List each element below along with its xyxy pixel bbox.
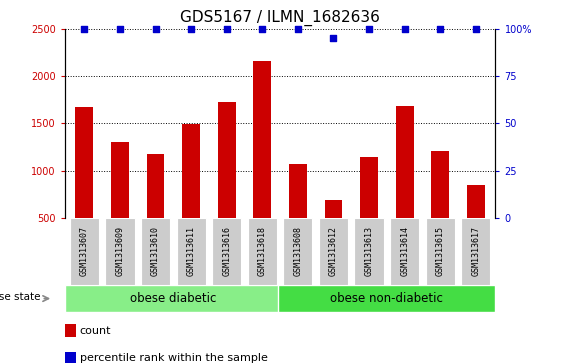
Bar — [75, 107, 93, 265]
Point — [365, 26, 374, 32]
Point — [329, 36, 338, 41]
Text: GSM1313607: GSM1313607 — [80, 227, 89, 276]
Bar — [325, 200, 342, 265]
Point — [151, 26, 160, 32]
Point — [400, 26, 409, 32]
Text: GSM1313608: GSM1313608 — [293, 227, 302, 276]
Bar — [141, 218, 170, 285]
Bar — [355, 218, 383, 285]
Bar — [70, 218, 99, 285]
Bar — [278, 285, 495, 312]
Text: disease state: disease state — [0, 292, 40, 302]
Text: GSM1313610: GSM1313610 — [151, 227, 160, 276]
Bar — [390, 218, 419, 285]
Bar — [111, 142, 129, 265]
Bar — [431, 151, 449, 265]
Bar — [396, 106, 414, 265]
Point — [115, 26, 124, 32]
Text: GSM1313611: GSM1313611 — [186, 227, 195, 276]
Bar — [146, 154, 164, 265]
Text: GSM1313613: GSM1313613 — [365, 227, 374, 276]
Point — [293, 26, 302, 32]
Point — [222, 26, 231, 32]
Bar — [360, 158, 378, 265]
Text: obese non-diabetic: obese non-diabetic — [330, 292, 443, 305]
Text: GSM1313618: GSM1313618 — [258, 227, 267, 276]
Bar — [65, 285, 282, 312]
Bar — [467, 185, 485, 265]
Text: GSM1313614: GSM1313614 — [400, 227, 409, 276]
Bar — [319, 218, 348, 285]
Bar — [289, 164, 307, 265]
Text: percentile rank within the sample: percentile rank within the sample — [80, 354, 267, 363]
Bar — [65, 324, 75, 338]
Bar — [105, 218, 135, 285]
Point — [80, 26, 89, 32]
Text: GSM1313617: GSM1313617 — [471, 227, 480, 276]
Bar — [283, 218, 312, 285]
Bar — [65, 352, 75, 363]
Point — [436, 26, 445, 32]
Bar — [212, 218, 242, 285]
Text: GSM1313616: GSM1313616 — [222, 227, 231, 276]
Bar — [461, 218, 490, 285]
Text: GSM1313612: GSM1313612 — [329, 227, 338, 276]
Bar — [177, 218, 205, 285]
Point — [258, 26, 267, 32]
Bar — [218, 102, 235, 265]
Text: GSM1313615: GSM1313615 — [436, 227, 445, 276]
Bar — [248, 218, 277, 285]
Title: GDS5167 / ILMN_1682636: GDS5167 / ILMN_1682636 — [180, 10, 380, 26]
Text: GSM1313609: GSM1313609 — [115, 227, 124, 276]
Text: obese diabetic: obese diabetic — [130, 292, 217, 305]
Bar — [182, 125, 200, 265]
Bar — [426, 218, 455, 285]
Bar — [253, 61, 271, 265]
Text: count: count — [80, 326, 111, 336]
Point — [186, 26, 195, 32]
Point — [471, 26, 480, 32]
